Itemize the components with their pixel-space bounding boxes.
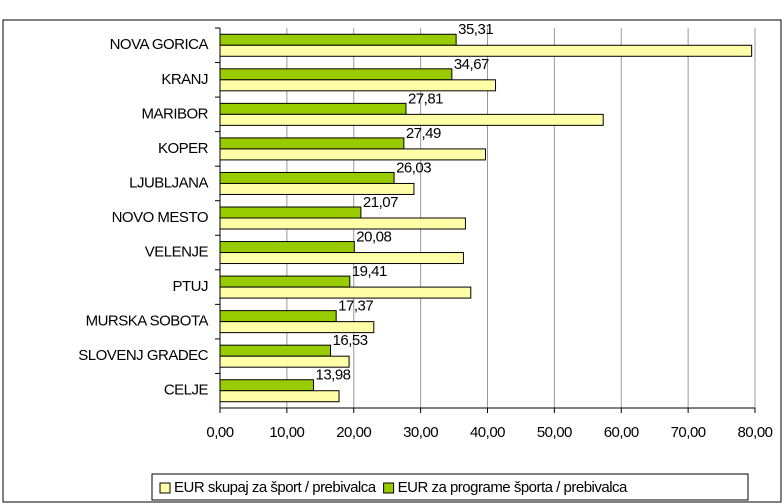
- x-tick-label: 80,00: [737, 424, 772, 441]
- data-label: 20,08: [356, 229, 391, 246]
- bar: [219, 390, 340, 403]
- data-label: 17,37: [338, 298, 373, 315]
- legend-label: EUR skupaj za šport / prebivalca: [174, 479, 377, 496]
- legend-swatch: [383, 482, 395, 494]
- data-label: 34,67: [454, 56, 489, 73]
- data-label: 27,49: [406, 125, 441, 142]
- data-label: 27,81: [408, 90, 443, 107]
- legend-label: EUR za programe športa / prebivalca: [398, 479, 628, 496]
- x-tick-label: 60,00: [604, 424, 639, 441]
- bar: [219, 379, 314, 392]
- bar: [219, 321, 375, 334]
- y-tick-label: VELENJE: [145, 244, 209, 261]
- data-label: 16,53: [333, 332, 368, 349]
- bar: [219, 286, 472, 299]
- bar: [219, 355, 350, 368]
- bar: [219, 33, 457, 46]
- x-tick-label: 40,00: [470, 424, 505, 441]
- x-tick-label: 50,00: [537, 424, 572, 441]
- bar: [219, 206, 362, 219]
- x-tick-label: 10,00: [269, 424, 304, 441]
- y-tick-label: PTUJ: [173, 278, 209, 295]
- bar: [219, 79, 497, 92]
- bar: [219, 275, 351, 288]
- bar: [219, 102, 407, 115]
- y-tick-label: LJUBLJANA: [129, 174, 208, 191]
- data-label: 35,31: [458, 21, 493, 38]
- y-tick-label: KRANJ: [161, 71, 208, 88]
- y-tick-label: SLOVENJ GRADEC: [78, 347, 208, 364]
- bar: [219, 241, 355, 254]
- legend-swatch: [159, 482, 171, 494]
- bar: [219, 344, 332, 357]
- y-tick-label: KOPER: [158, 140, 209, 157]
- legend-box: [151, 473, 749, 501]
- bar: [219, 137, 405, 150]
- bar: [219, 217, 466, 230]
- y-tick-label: MARIBOR: [141, 105, 208, 122]
- y-tick-label: MURSKA SOBOTA: [86, 313, 209, 330]
- data-label: 13,98: [315, 367, 350, 384]
- y-tick-label: NOVA GORICA: [110, 36, 209, 53]
- bar: [219, 252, 464, 265]
- bar: [219, 68, 453, 81]
- x-tick-label: 20,00: [336, 424, 371, 441]
- x-tick-label: 70,00: [671, 424, 706, 441]
- y-tick-label: CELJE: [164, 382, 209, 399]
- bar: [219, 113, 604, 126]
- data-label: 21,07: [363, 194, 398, 211]
- y-tick-label: NOVO MESTO: [112, 209, 208, 226]
- data-label: 26,03: [396, 159, 431, 176]
- bar: [219, 44, 753, 57]
- bar: [219, 182, 415, 195]
- bar: [219, 148, 486, 161]
- data-label: 19,41: [352, 263, 387, 280]
- bar: [219, 310, 337, 323]
- x-tick-label: 0,00: [206, 424, 233, 441]
- x-tick-label: 30,00: [403, 424, 438, 441]
- bar: [219, 171, 395, 184]
